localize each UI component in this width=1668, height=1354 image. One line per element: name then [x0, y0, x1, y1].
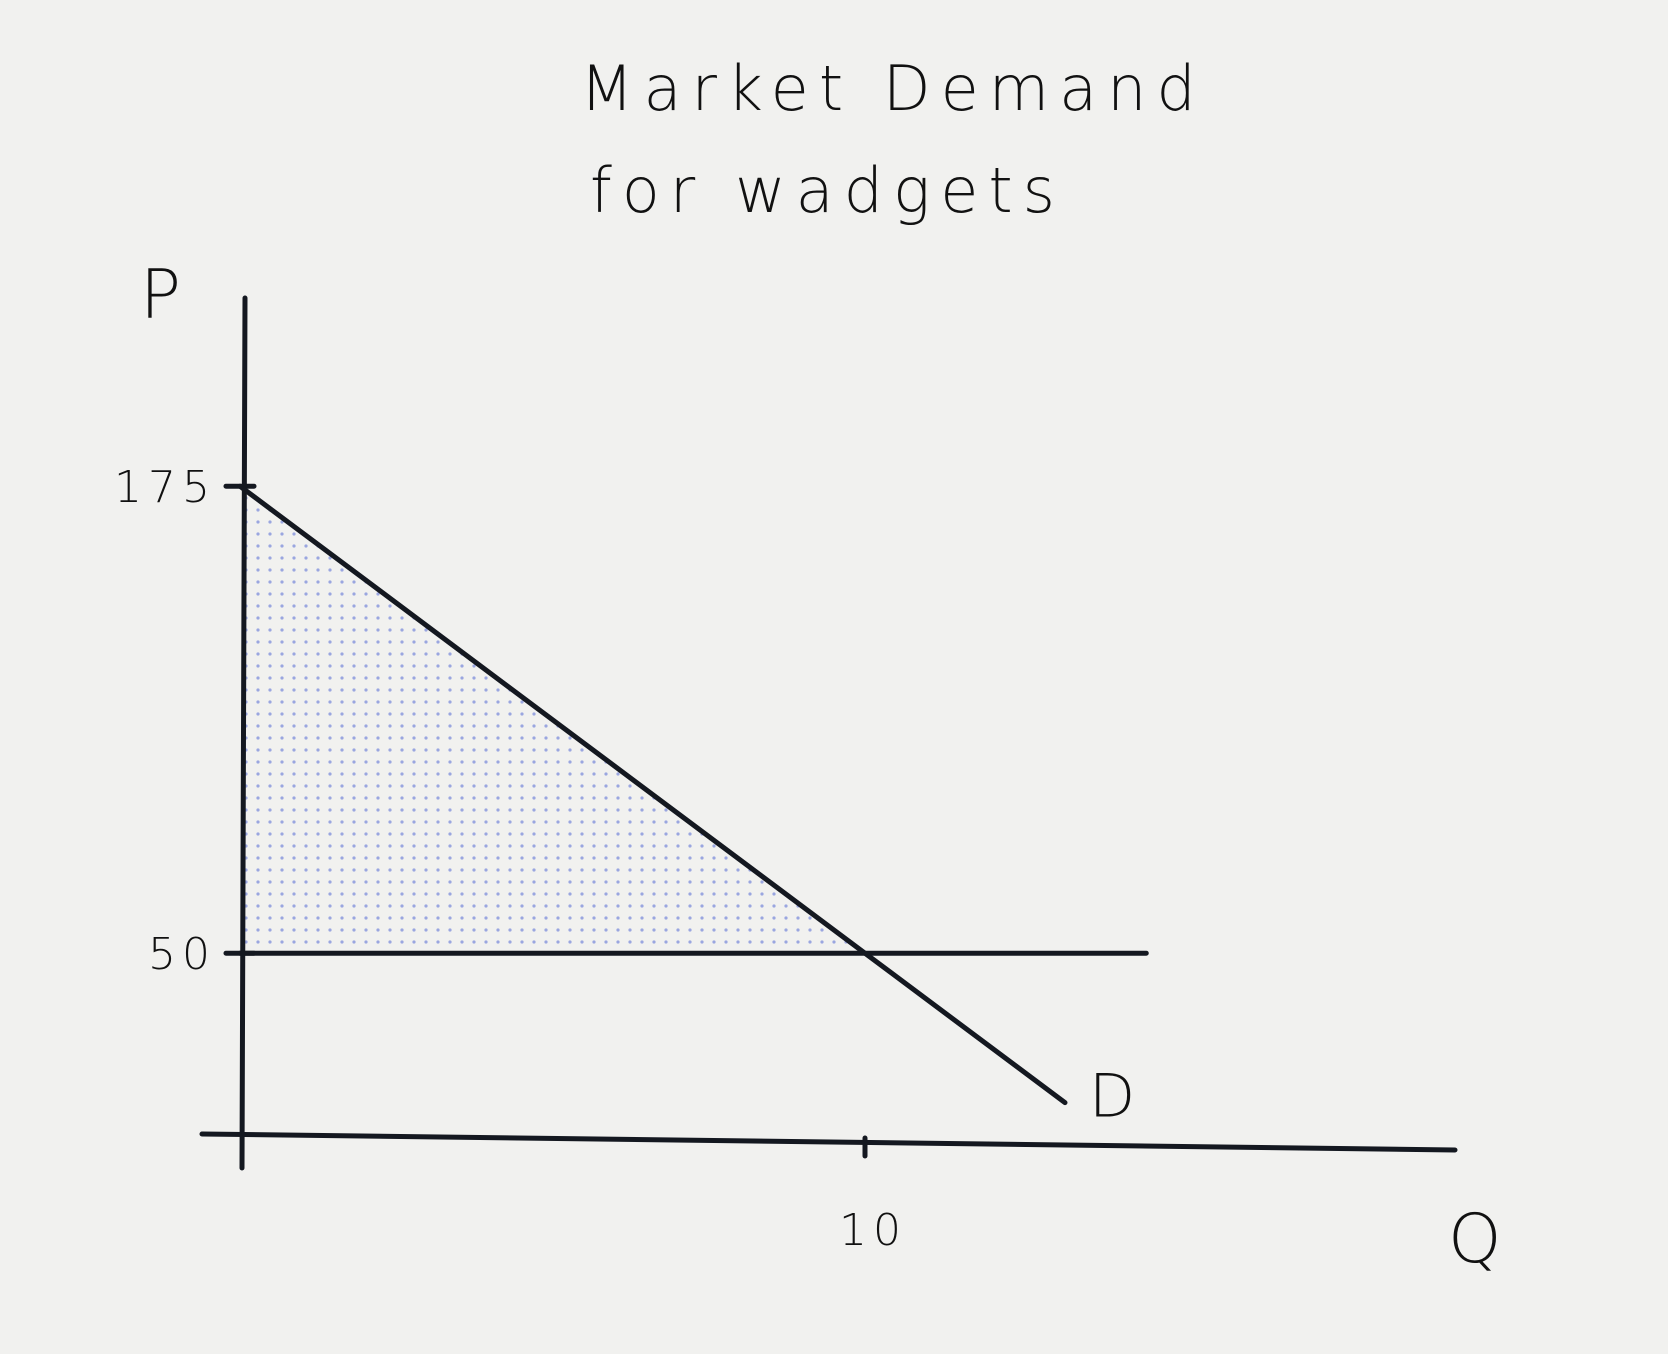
chart-title-line-2: for wadgets [590, 154, 1065, 227]
x-ticks: 10 [839, 1135, 907, 1256]
y-axis [239, 295, 248, 1171]
x-axis-label: Q [1448, 1200, 1502, 1279]
x-axis [199, 1131, 1458, 1153]
series-layer: D [237, 483, 1149, 1132]
y-tick-label: 175 [114, 462, 216, 513]
y-ticks: 175 50 [114, 462, 257, 980]
chart-title-line-1: Market Demand [580, 52, 1206, 125]
y-axis-label: P [140, 256, 181, 335]
y-tick-label: 50 [148, 929, 216, 980]
x-tick-label: 10 [839, 1205, 907, 1256]
demand-curve-label: D [1089, 1062, 1135, 1132]
